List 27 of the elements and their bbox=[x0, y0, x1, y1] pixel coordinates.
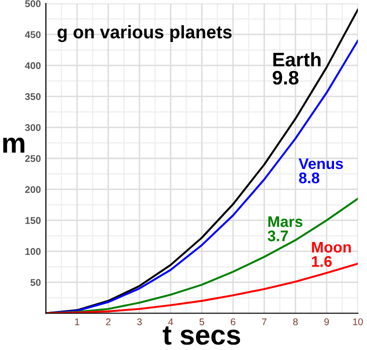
series-label: Venus 8.8 bbox=[298, 158, 343, 184]
y-tick-label: 350 bbox=[25, 93, 41, 100]
x-tick-label: 6 bbox=[230, 318, 236, 326]
y-tick-label: 400 bbox=[24, 62, 41, 70]
y-tick-label: 150 bbox=[25, 217, 41, 224]
y-tick-label: 300 bbox=[25, 124, 41, 132]
series-label: Earth 9.8 bbox=[272, 52, 321, 85]
x-tick-label: 8 bbox=[293, 318, 298, 326]
text: g on various planets bbox=[58, 25, 232, 42]
y-tick-label: 50 bbox=[30, 279, 41, 286]
y-tick-label: 500 bbox=[25, 0, 41, 8]
y-tick-label: 450 bbox=[24, 31, 41, 38]
x-tick-label: 2 bbox=[106, 318, 110, 326]
series-label: Moon 1.6 bbox=[312, 242, 351, 267]
x-tick-label: 9 bbox=[324, 318, 329, 326]
x-tick-label: 7 bbox=[262, 318, 266, 326]
y-tick-label: 250 bbox=[25, 155, 41, 162]
x-tick-label: 1 bbox=[75, 318, 80, 326]
y-tick-label: 200 bbox=[25, 186, 41, 193]
series-label: Mars 3.7 bbox=[268, 216, 302, 242]
x-tick-label: 3 bbox=[137, 318, 142, 326]
x-tick-label: 10 bbox=[353, 318, 363, 326]
y-axis-title: m bbox=[3, 138, 24, 153]
x-tick-label: 5 bbox=[200, 318, 204, 326]
x-tick-label: 4 bbox=[168, 318, 174, 326]
x-axis-title: t secs bbox=[162, 326, 240, 345]
y-tick-label: 100 bbox=[25, 248, 41, 255]
